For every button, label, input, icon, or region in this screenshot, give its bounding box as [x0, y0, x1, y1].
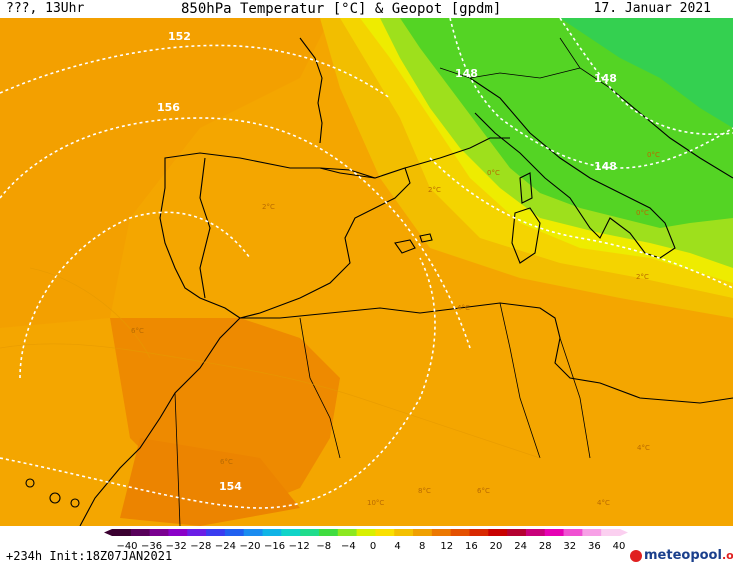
colorbar-tick-label: 28: [539, 541, 552, 550]
init-time: +234h Init:18Z07JAN2021: [6, 549, 173, 563]
meteopool-logo[interactable]: meteopool.org: [630, 548, 733, 563]
colorbar-cell: [149, 529, 169, 536]
colorbar-cell: [112, 529, 132, 536]
colorbar-cell: [525, 529, 546, 536]
geopot-label: 148: [594, 72, 617, 85]
geopot-labels: 152 156 148 148 148 154: [157, 30, 617, 493]
temp-label: 4°C: [457, 304, 470, 312]
colorbar-tick-label: −28: [190, 541, 211, 550]
colorbar-cell: [318, 529, 339, 536]
field-band-teal: [560, 18, 733, 128]
colorbar-ticks: −40 −36 −32 −28 −24 −20 −16 −12 −8 −4 0 4 8 12 16 20 24 2…: [116, 541, 625, 550]
colorbar-tick-label: −8: [316, 541, 331, 550]
valid-date: 17. Januar 2021: [593, 1, 711, 16]
colorbar-cell: [356, 529, 376, 536]
logo-suffix: .org: [721, 549, 733, 562]
colorbar-tick-label: 20: [490, 541, 503, 550]
colorbar-tick-label: 12: [440, 541, 453, 550]
colorbar-tick-label: −20: [239, 541, 260, 550]
colorbar-tick-label: 36: [588, 541, 601, 550]
colorbar-arrow-right: [620, 529, 628, 536]
colorbar-tick-label: 8: [419, 541, 425, 550]
geopot-contours: [0, 18, 733, 509]
colorbar-cell: [469, 529, 489, 536]
temp-label: 2°C: [428, 186, 441, 194]
temp-label: 10°C: [367, 499, 384, 507]
geopot-label: 156: [157, 101, 180, 114]
temp-label: 2°C: [636, 273, 649, 281]
colorbar-tick-label: 4: [394, 541, 400, 550]
colorbar-tick-label: −12: [289, 541, 310, 550]
colorbar-cell: [394, 529, 414, 536]
geopot-label: 148: [594, 160, 617, 173]
colorbar-tick-label: 32: [563, 541, 576, 550]
map-title: 850hPa Temperatur [°C] & Geopot [gpdm]: [181, 1, 502, 17]
colorbar-cell: [582, 529, 602, 536]
colorbar-cell: [337, 529, 358, 536]
colorbar-cell: [262, 529, 282, 536]
colorbar-cell: [224, 529, 245, 536]
colorbar-cell: [601, 529, 621, 536]
colorbar-tick-label: 24: [514, 541, 527, 550]
colorbar-tick-label: −32: [166, 541, 187, 550]
colorbar-cell: [168, 529, 188, 536]
colorbar-cell: [488, 529, 508, 536]
geopot-label: 154: [219, 480, 242, 493]
colorbar-cells: [104, 529, 628, 536]
colorbar-cell: [206, 529, 226, 536]
colorbar-cell: [187, 529, 207, 536]
colorbar-cell: [375, 529, 395, 536]
footer: −40 −36 −32 −28 −24 −20 −16 −12 −8 −4 0 4 8 12 16 20 24 2…: [0, 526, 733, 566]
colorbar-tick-label: −40: [116, 541, 137, 550]
geopot-label: 148: [455, 67, 478, 80]
temp-label: 6°C: [131, 327, 144, 335]
colorbar-cell: [450, 529, 470, 536]
colorbar-cell: [544, 529, 565, 536]
colorbar-tick-label: −16: [264, 541, 285, 550]
colorbar-arrow-left: [104, 529, 112, 536]
field-africa-warm2: [120, 438, 300, 526]
colorbar-tick-label: 16: [465, 541, 478, 550]
temp-label: 6°C: [477, 487, 490, 495]
logo-icon: [630, 549, 642, 562]
colorbar: −40 −36 −32 −28 −24 −20 −16 −12 −8 −4 0 4 8 12 16 20 24 2…: [104, 529, 628, 550]
colorbar-cell: [300, 529, 320, 536]
temp-label: 0°C: [487, 169, 500, 177]
isotherms: [0, 267, 541, 459]
geopot-label: 152: [168, 30, 191, 43]
colorbar-cell: [563, 529, 583, 536]
colorbar-cell: [281, 529, 301, 536]
temp-label: 0°C: [647, 151, 660, 159]
colorbar-cell: [413, 529, 433, 536]
temperature-labels: 0°C 0°C 0°C 2°C 2°C 2°C 4°C 4°C 6°C 6°C …: [131, 151, 660, 507]
temp-label: 8°C: [418, 487, 431, 495]
valid-time: ???, 13Uhr: [6, 1, 85, 16]
temperature-map: 152 156 148 148 148 154 0°C 0°C 0°C 2°C …: [0, 18, 733, 526]
colorbar-cell: [507, 529, 527, 536]
colorbar-tick-label: −4: [341, 541, 356, 550]
logo-text: meteopool: [644, 548, 722, 563]
temp-label: 4°C: [597, 499, 610, 507]
temp-label: 6°C: [220, 458, 233, 466]
colorbar-cell: [431, 529, 452, 536]
temp-label: 2°C: [262, 203, 275, 211]
temp-label: 0°C: [636, 209, 649, 217]
colorbar-tick-label: −36: [141, 541, 162, 550]
colorbar-cell: [130, 529, 151, 536]
coastlines: [25, 37, 733, 526]
colorbar-tick-label: −24: [215, 541, 236, 550]
header: ???, 13Uhr 850hPa Temperatur [°C] & Geop…: [0, 0, 733, 18]
colorbar-tick-label: 40: [613, 541, 626, 550]
colorbar-tick-label: 0: [370, 541, 376, 550]
colorbar-cell: [243, 529, 264, 536]
temp-label: 4°C: [637, 444, 650, 452]
